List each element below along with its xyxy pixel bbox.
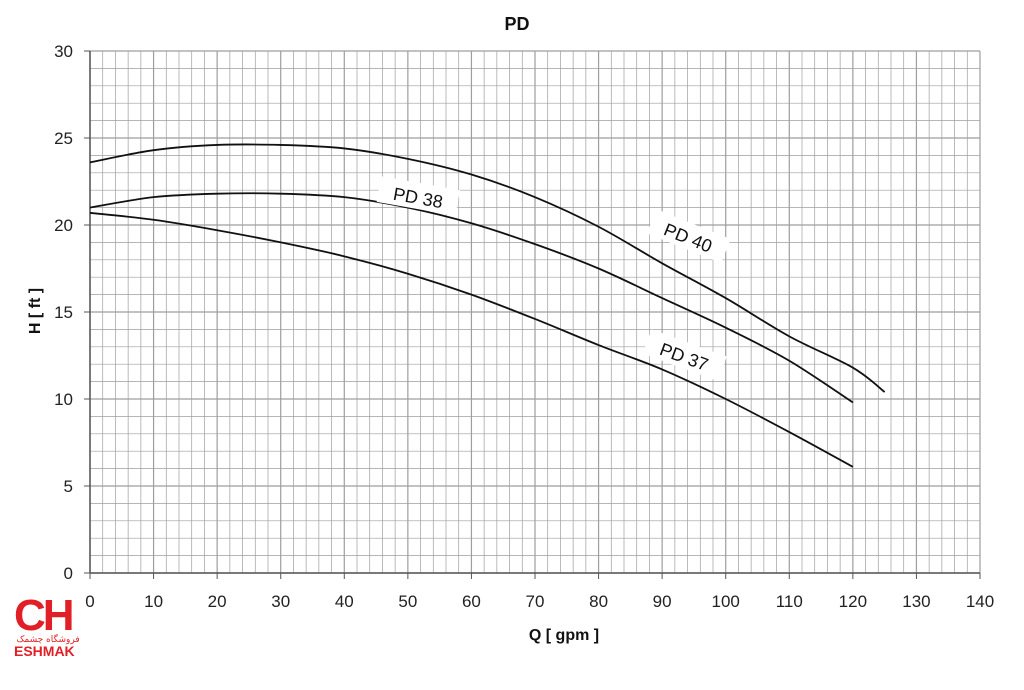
series-line-pd-40 [89, 143, 886, 393]
series-lines [89, 143, 886, 468]
axes [84, 50, 981, 579]
x-tick-label: 0 [85, 592, 94, 611]
series-label-background [376, 176, 460, 216]
y-tick-label: 30 [54, 42, 73, 61]
x-tick-label: 50 [398, 592, 417, 611]
y-tick-label: 0 [64, 564, 73, 583]
y-tick-label: 25 [54, 129, 73, 148]
x-axis-title: Q [ gpm ] [529, 627, 599, 644]
cheshmak-logo: CH فروشگاه چشمک ESHMAK [14, 591, 80, 659]
x-tick-label: 10 [144, 592, 163, 611]
series-label-background [642, 329, 727, 382]
y-axis-title: H [ ft ] [27, 288, 44, 334]
x-tick-label: 20 [208, 592, 227, 611]
series-label-group: PD 37 [642, 329, 727, 382]
logo-mark: CH [14, 591, 72, 640]
x-tick-label: 100 [712, 592, 740, 611]
x-tick-label: 80 [589, 592, 608, 611]
x-tick-label: 110 [776, 592, 803, 611]
series-label-group: PD 40 [646, 209, 731, 264]
x-tick-label: 70 [526, 592, 545, 611]
x-tick-label: 120 [839, 592, 867, 611]
chart-title: PD [504, 14, 529, 34]
series-label-background [646, 209, 731, 264]
x-tick-label: 40 [335, 592, 354, 611]
series-line-pd-38 [89, 192, 854, 404]
x-tick-label: 60 [462, 592, 481, 611]
y-tick-label: 15 [54, 303, 73, 322]
series-line-pd-37 [89, 211, 854, 468]
x-tick-label: 30 [271, 592, 290, 611]
x-tick-label: 90 [653, 592, 672, 611]
x-tick-label: 130 [902, 592, 930, 611]
y-tick-label: 20 [54, 216, 73, 235]
y-tick-label: 5 [64, 477, 73, 496]
grid [89, 50, 981, 574]
y-tick-label: 10 [54, 390, 73, 409]
x-tick-labels: 0 10 20 30 40 50 60 70 80 90 100 110 120 130 140 [85, 592, 994, 611]
logo-wordmark: ESHMAK [14, 643, 75, 659]
y-tick-labels: 0 5 10 15 20 25 30 [54, 42, 73, 583]
x-tick-label: 140 [966, 592, 994, 611]
logo-subtitle: فروشگاه چشمک [16, 633, 79, 645]
